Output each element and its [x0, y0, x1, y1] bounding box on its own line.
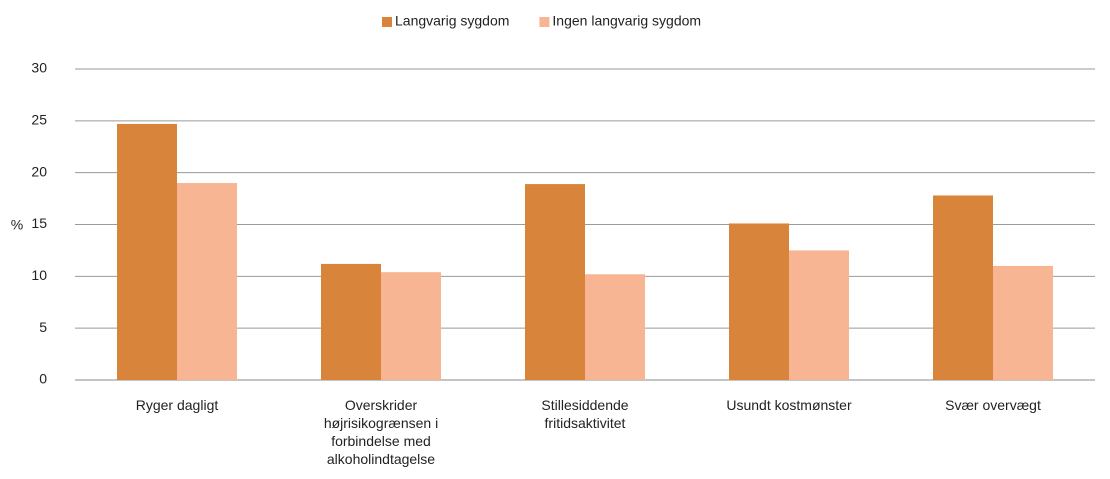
bar [789, 250, 849, 380]
bar [381, 272, 441, 380]
y-tick-label: 10 [31, 267, 47, 283]
legend-swatch [382, 17, 392, 27]
legend-swatch [539, 17, 550, 27]
bar [177, 183, 237, 380]
y-tick-label: 0 [39, 371, 47, 387]
x-tick-label: Usundt kostmønster [726, 397, 852, 413]
bar [117, 123, 177, 381]
legend-label: Langvarig sygdom [395, 13, 509, 29]
bar [933, 195, 993, 380]
bar [525, 184, 585, 380]
x-tick-label: Stillesiddende fritidsaktivitet [541, 397, 629, 431]
bar [729, 223, 789, 380]
legend-label: Ingen langvarig sygdom [552, 13, 701, 29]
y-tick-label: 15 [31, 215, 47, 231]
y-tick-label: 25 [31, 112, 47, 128]
y-tick-label: 20 [31, 163, 47, 179]
x-tick-label: Ryger dagligt [135, 397, 219, 413]
x-tick-label: Overskrider højrisikogrænsen i forbindel… [323, 397, 439, 467]
y-tick-label: 30 [31, 60, 47, 76]
bar [585, 274, 645, 380]
y-tick-label: 5 [39, 319, 47, 335]
y-axis-label: % [11, 217, 23, 233]
x-tick-label: Svær overvægt [945, 397, 1041, 413]
bar [321, 263, 381, 380]
bar [993, 265, 1053, 380]
